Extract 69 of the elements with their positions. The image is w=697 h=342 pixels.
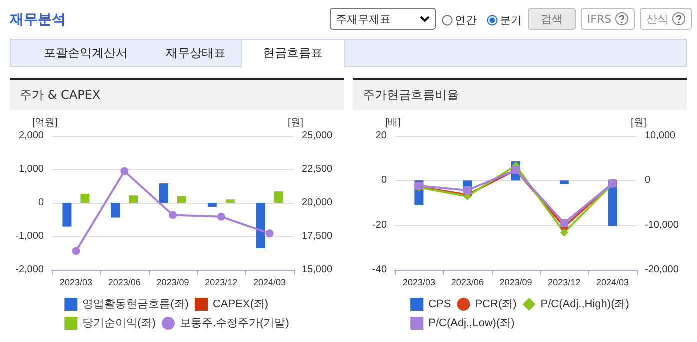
- y2-tick-label: 10,000: [645, 130, 676, 142]
- point: [560, 219, 568, 228]
- point: [120, 167, 129, 176]
- x-tick-label: 2023/09: [156, 278, 190, 288]
- y-axis-title: [배]: [385, 118, 402, 128]
- text: 주재무제표: [330, 8, 436, 30]
- x-tick-label: 2023/12: [548, 278, 581, 288]
- x-tick-label: 2024/03: [596, 278, 630, 288]
- y-tick-label: -20: [372, 220, 388, 231]
- legend-label: 보통주.수정주가(기말): [180, 318, 290, 330]
- chart-title: 주가 & CAPEX: [10, 80, 344, 110]
- y2-tick-label: 0: [645, 175, 651, 186]
- bar: [274, 192, 284, 203]
- y2-tick-label: 25,000: [302, 130, 334, 142]
- y-tick-label: 2,000: [18, 130, 44, 142]
- point: [217, 212, 226, 221]
- x-tick-label: 2023/03: [402, 278, 436, 288]
- text: 검색: [528, 8, 576, 30]
- text: 재무분석: [10, 11, 66, 29]
- legend-label: P/C(Adj.,Low)(좌): [428, 318, 515, 330]
- y-tick-label: 20: [376, 130, 388, 142]
- point: [169, 211, 177, 220]
- text: 분기: [499, 13, 522, 28]
- y2-tick-label: 17,500: [302, 231, 334, 242]
- bar: [256, 203, 266, 249]
- legend-label: CPS: [428, 298, 452, 310]
- y-tick-label: 1,000: [18, 164, 44, 175]
- text: IFRS: [581, 8, 635, 30]
- y2-tick-label: -20,000: [645, 264, 680, 276]
- y-tick-label: -1,000: [16, 231, 44, 242]
- x-tick-label: 2023/03: [60, 278, 92, 288]
- y2-tick-label: -10,000: [645, 220, 680, 231]
- legend-label: 영업활동현금흐름(좌): [82, 298, 189, 310]
- legend-label: PCR(좌): [475, 298, 517, 310]
- y-tick-label: -40: [372, 264, 388, 276]
- point: [560, 228, 568, 237]
- chart-title: 주가현금흐름비율: [353, 80, 687, 110]
- bar: [62, 203, 72, 227]
- bar: [226, 200, 235, 203]
- x-tick-label: 2023/06: [451, 278, 484, 288]
- bar: [178, 196, 186, 203]
- bar: [129, 196, 138, 203]
- y-tick-label: -2,000: [16, 264, 44, 276]
- text: 산식: [640, 8, 692, 30]
- y2-tick-label: 20,000: [302, 198, 334, 208]
- x-tick-label: 2024/03: [254, 278, 286, 288]
- y-tick-label: 0: [381, 175, 388, 186]
- text: 연간: [454, 13, 477, 28]
- y2-tick-label: 15,000: [302, 264, 334, 276]
- y2-axis-title: [원]: [288, 118, 304, 128]
- y-tick-label: 0: [38, 198, 44, 208]
- y2-axis-title: [원]: [631, 118, 647, 128]
- text: 현금흐름표: [241, 39, 345, 68]
- point: [266, 230, 274, 238]
- x-tick-label: 2023/12: [205, 278, 238, 288]
- x-tick-label: 2023/06: [108, 278, 141, 288]
- bar: [160, 184, 168, 203]
- y2-tick-label: 22,500: [302, 164, 334, 175]
- bar: [111, 203, 120, 218]
- y-axis-title: [억원]: [32, 118, 58, 128]
- legend-label: 당기순이익(좌): [82, 318, 156, 330]
- bar: [80, 194, 90, 203]
- bar: [208, 203, 217, 208]
- legend-label: P/C(Adj.,High)(좌): [540, 298, 630, 310]
- point: [72, 247, 80, 256]
- text: 재무상태표: [165, 45, 227, 62]
- text: 포괄손익계산서: [43, 45, 129, 62]
- legend-label: CAPEX(좌): [212, 298, 269, 310]
- x-tick-label: 2023/09: [500, 278, 532, 288]
